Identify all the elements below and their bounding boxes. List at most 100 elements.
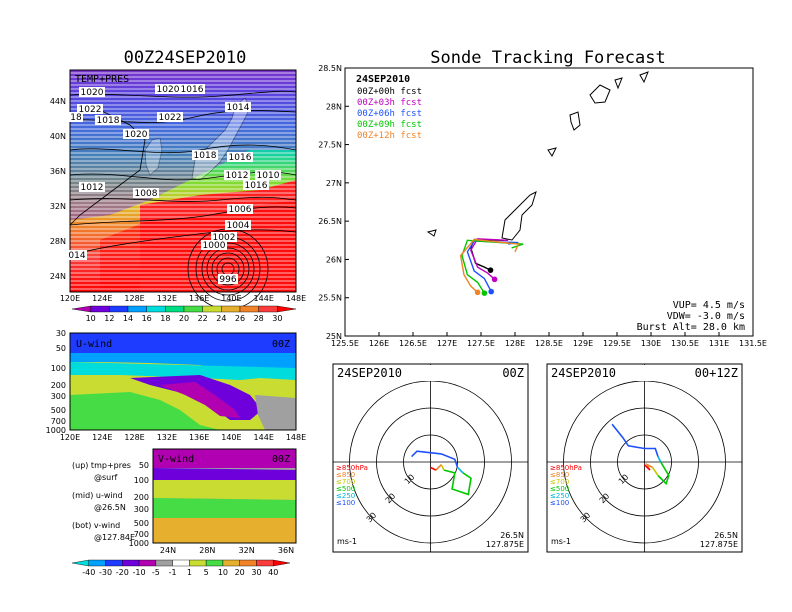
hodo-trace: [657, 456, 662, 463]
u-y-tick: 1000: [46, 426, 66, 435]
isobar-label: 1004: [227, 221, 250, 231]
track-annotation: Burst Alt= 28.0 km: [637, 322, 745, 333]
track-x-tick: 128E: [505, 339, 525, 348]
wind-colorbar-swatch: [155, 559, 173, 567]
wind-colorbar-tick: -10: [133, 568, 146, 577]
isobar-label: 1020: [125, 130, 148, 140]
hodo-date: 24SEP2010: [551, 366, 616, 380]
hodo-trace: [611, 423, 659, 457]
track-annotation: VDW= -3.0 m/s: [667, 311, 745, 322]
hodo-ring: [590, 407, 699, 517]
map-y-tick: 40N: [50, 132, 66, 141]
isobar-label: 1010: [257, 171, 280, 181]
coast-island-5: [547, 147, 557, 157]
track-x-tick: 127.5E: [467, 339, 495, 348]
track-annotation: VUP= 4.5 m/s: [673, 300, 745, 311]
isobar-label: 1018: [97, 116, 120, 126]
track-line: [461, 239, 524, 294]
track-legend-entry: 00Z+03h fcst: [357, 98, 422, 108]
land-korea: [144, 137, 163, 176]
track-chart: 125.5E 126E 126.5E 127E 127.5E 128E 128.5E 129E…: [318, 64, 767, 348]
track-x-tick: 128.5E: [535, 339, 563, 348]
coast-okinawa: [501, 191, 537, 241]
hodo-lat: 26.5N: [714, 531, 738, 540]
hodo-lon: 127.875E: [486, 540, 524, 549]
wind-colorbar-tick: -30: [99, 568, 112, 577]
hodo-trace: [643, 464, 651, 471]
u-y-tick: 50: [56, 344, 66, 353]
hodo-level-label: ≤500: [336, 485, 355, 493]
colorbar-tick: 16: [142, 314, 152, 323]
colorbar-swatch: [71, 305, 91, 313]
u-x-tick: 120E: [60, 433, 80, 442]
isobar-label: 1012: [226, 171, 249, 181]
u-wind-time: 00Z: [272, 339, 290, 350]
wind-colorbar-tick: 1: [187, 568, 192, 577]
hodo-ring: [403, 434, 458, 490]
wind-colorbar: -40 -30 -20 -10 -5 -1 1 5 10 20 30 40: [71, 559, 291, 577]
colorbar-swatch: [183, 305, 203, 313]
map-x-tick: 136E: [189, 294, 209, 303]
track-endpoint: [488, 288, 495, 295]
track-legend-entry: 00Z+09h fcst: [357, 120, 422, 130]
map-x-tick: 124E: [92, 294, 112, 303]
hodo-level-label: ≤700: [550, 478, 569, 486]
v-y-tick: 1000: [129, 539, 149, 548]
isobar-label: 1012: [81, 183, 104, 193]
hodo-trace: [657, 461, 670, 486]
u-y-tick: 30: [56, 329, 66, 338]
note-line1: (mid) u-wind: [72, 491, 123, 500]
colorbar-swatch: [109, 305, 129, 313]
hodo-units: ms-1: [337, 537, 357, 546]
u-y-tick: 300: [51, 392, 66, 401]
right-title: Sonde Tracking Forecast: [430, 48, 665, 68]
hodo-ring: [376, 407, 485, 517]
note-line1: (up) tmp+pres: [72, 461, 131, 470]
hodo-trace: [440, 464, 445, 471]
coast-island-2: [614, 77, 623, 90]
u-x-tick: 144E: [254, 433, 274, 442]
colorbar-tick: 12: [104, 314, 114, 323]
track-x-tick: 125.5E: [331, 339, 359, 348]
track-y-tick: 26.5N: [318, 217, 342, 226]
panel-notes: (up) tmp+pres @surf (mid) u-wind @26.5N (bot…: [72, 461, 135, 542]
v-x-tick: 24N: [160, 546, 176, 555]
u-y-tick: 200: [51, 381, 66, 390]
track-y-tick: 28.5N: [318, 64, 342, 73]
u-x-tick: 140E: [221, 433, 241, 442]
u-x-tick: 124E: [92, 433, 112, 442]
hodo-level-label: ≤250: [550, 492, 569, 500]
u-x-tick: 132E: [157, 433, 177, 442]
isobar-label: 014: [68, 251, 85, 261]
hodo-level-label: ≥850hPa: [336, 464, 368, 472]
u-x-tick: 136E: [189, 433, 209, 442]
wind-colorbar-swatch: [239, 559, 257, 567]
wind-colorbar-tick: -40: [82, 568, 95, 577]
map-y-tick: 44N: [50, 97, 66, 106]
map-y-tick: 24N: [50, 272, 66, 281]
isobar-label: 1014: [227, 103, 250, 113]
colorbar-swatch: [239, 305, 259, 313]
hodo-level-label: ≤850: [336, 471, 355, 479]
track-x-tick: 130E: [641, 339, 661, 348]
u-y-tick: 700: [51, 417, 66, 426]
v-y-tick: 500: [134, 519, 149, 528]
map-y-tick: 28N: [50, 237, 66, 246]
track-endpoint: [491, 276, 498, 283]
u-y-tick: 500: [51, 406, 66, 415]
map-x-tick: 120E: [60, 294, 80, 303]
track-endpoint: [481, 290, 488, 296]
coast-island-4: [569, 111, 581, 131]
track-y-tick: 25N: [326, 332, 342, 341]
track-x-tick: 129E: [573, 339, 593, 348]
isobar-label: 1022: [159, 113, 182, 123]
v-y-tick: 700: [134, 530, 149, 539]
colorbar-swatch: [165, 305, 185, 313]
wind-colorbar-tick: 40: [268, 568, 278, 577]
coast-island-3: [639, 71, 649, 84]
u-wind-label: U-wind: [76, 339, 112, 350]
wind-colorbar-swatch: [122, 559, 140, 567]
